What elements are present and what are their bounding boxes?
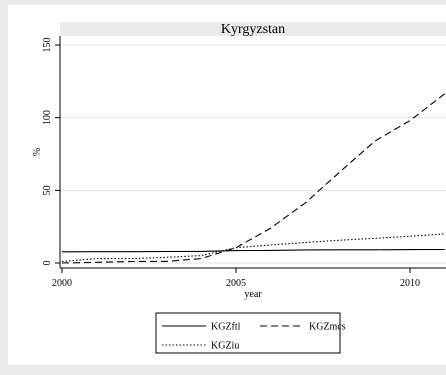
y-tick-label: 100 xyxy=(42,110,53,125)
series-lines xyxy=(61,93,446,264)
series-line-KGZiu xyxy=(61,233,445,263)
y-tick-label: 50 xyxy=(42,185,53,195)
x-tick-label: 2005 xyxy=(226,278,246,289)
y-axis-title: % xyxy=(32,148,43,156)
y-axis: 0 50 100 150 xyxy=(42,36,61,268)
x-tick-label: 2010 xyxy=(400,278,420,289)
x-tick-label: 2000 xyxy=(52,278,72,289)
gridlines xyxy=(60,44,446,264)
x-axis: 2000 2005 2010 xyxy=(52,267,446,289)
title-band xyxy=(60,22,446,36)
legend: KGZftl KGZmcs KGZiu xyxy=(155,312,346,354)
legend-label: KGZmcs xyxy=(309,322,346,333)
legend-box xyxy=(155,312,341,354)
series-line-KGZmcs xyxy=(61,93,446,264)
legend-label: KGZiu xyxy=(211,341,239,352)
graph-region xyxy=(8,5,446,365)
legend-label: KGZftl xyxy=(211,322,241,333)
x-axis-title: year xyxy=(244,289,262,300)
chart-title: Kyrgyzstan xyxy=(221,22,285,37)
y-tick-label: 0 xyxy=(42,261,53,266)
y-tick-label: 150 xyxy=(42,38,53,53)
series-line-KGZftl xyxy=(61,248,445,253)
